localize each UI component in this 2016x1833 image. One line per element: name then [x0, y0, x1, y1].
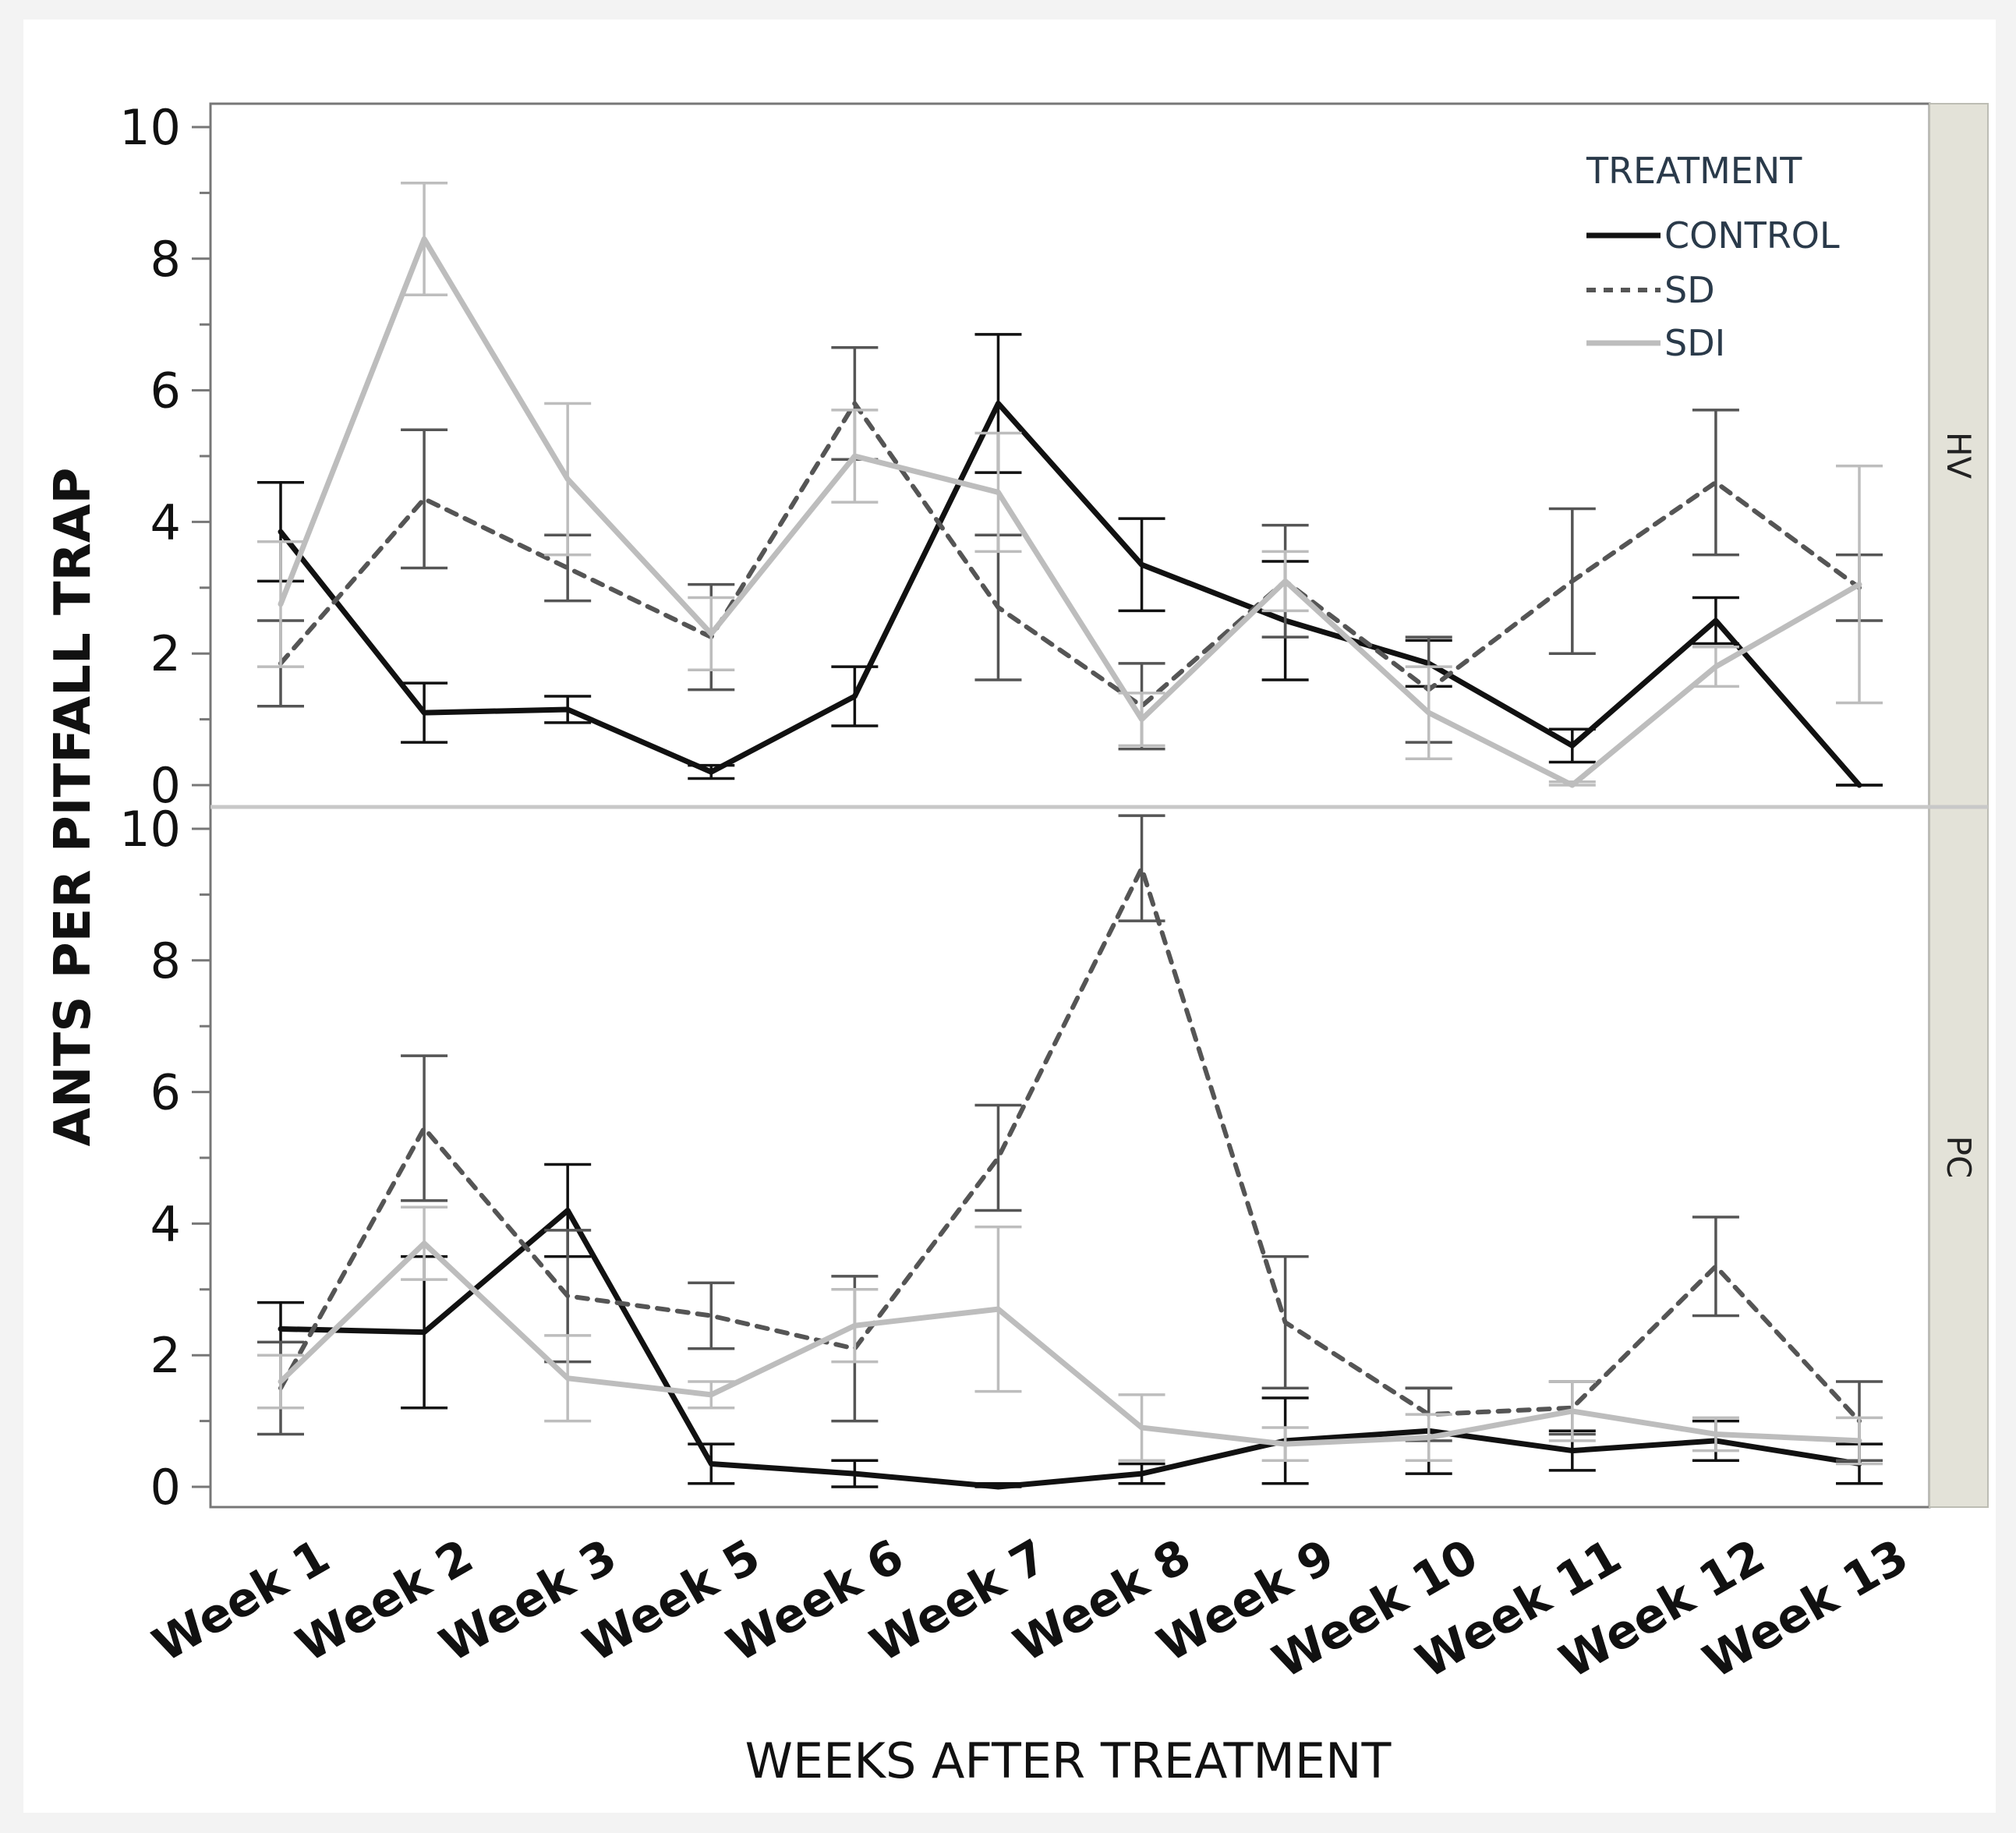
panel-hv-label: HV [1940, 432, 1978, 479]
series-line-hv-sdi [278, 235, 1862, 788]
legend: TREATMENT CONTROL SD SDI [1586, 150, 1840, 364]
panel-hv-strip [1929, 103, 1989, 808]
series-line-pc-sdi [278, 1240, 1862, 1447]
series-line-hv-control [278, 400, 1862, 788]
panel-pc-series [257, 814, 1883, 1490]
series-line-pc-control [278, 1208, 1862, 1490]
y-axis-pc: 0 2 4 6 8 10 [119, 801, 210, 1516]
y-axis-title: ANTS PER PITFALL TRAP [44, 468, 102, 1147]
y-tick-label-hv-0: 0 [150, 757, 181, 814]
y-tick-label-pc-4: 4 [150, 1195, 181, 1252]
y-axis-hv: 0 2 4 6 8 10 [119, 99, 210, 814]
series-line-hv-sd [278, 401, 1862, 709]
y-tick-label-hv-10: 10 [119, 99, 181, 156]
y-tick-label-pc-6: 6 [150, 1064, 181, 1121]
y-tick-label-pc-8: 8 [150, 932, 181, 989]
panel-hv-plot-area [209, 102, 1931, 809]
x-axis-title: WEEKS AFTER TREATMENT [745, 1732, 1392, 1789]
panel-hv-series [257, 181, 1883, 788]
panel-pc-strip [1929, 806, 1989, 1508]
legend-label-sd: SD [1664, 269, 1715, 311]
panel-pc-label: PC [1940, 1136, 1978, 1179]
y-tick-label-hv-4: 4 [150, 494, 181, 550]
y-tick-label-pc-10: 10 [119, 801, 181, 858]
y-tick-label-hv-2: 2 [150, 625, 181, 682]
legend-label-control: CONTROL [1664, 214, 1840, 257]
y-tick-label-hv-8: 8 [150, 231, 181, 288]
panel-pc-plot-area [209, 805, 1931, 1509]
series-line-pc-sd [278, 865, 1862, 1424]
y-tick-label-pc-2: 2 [150, 1327, 181, 1384]
y-tick-label-pc-0: 0 [150, 1459, 181, 1516]
legend-label-sdi: SDI [1664, 322, 1725, 364]
legend-title: TREATMENT [1586, 150, 1802, 192]
y-tick-label-hv-6: 6 [150, 363, 181, 419]
